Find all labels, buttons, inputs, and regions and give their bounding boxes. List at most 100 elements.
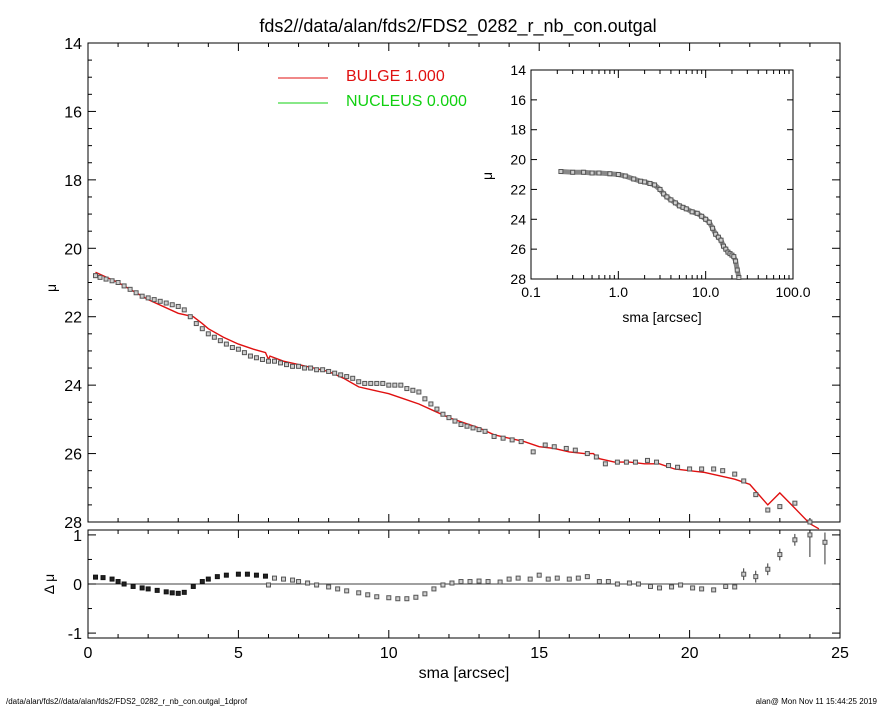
inset-profile-point [631, 176, 637, 182]
inset-profile-point [706, 219, 712, 225]
residual-point [262, 573, 268, 579]
profile-point [103, 276, 109, 282]
profile-point [368, 380, 374, 386]
profile-point [551, 444, 557, 450]
residual-point [235, 571, 241, 577]
profile-point [241, 350, 247, 356]
footer-file-path: /data/alan/fds2//data/alan/fds2/FDS2_028… [6, 697, 248, 706]
inset-profile-point [652, 182, 658, 188]
profile-point [344, 374, 350, 380]
inset-y-axis-label: μ [479, 172, 495, 180]
inset-profile-point [558, 169, 564, 175]
inset-profile-point [657, 186, 663, 192]
inset-profile-point [589, 170, 595, 176]
residual-point [314, 582, 320, 588]
profile-point [271, 358, 277, 364]
main-y-tick-label: 28 [64, 515, 82, 532]
inset-profile-point [734, 267, 740, 273]
profile-points [93, 273, 813, 525]
inset-profile-point [570, 169, 576, 175]
profile-point [741, 478, 747, 484]
residual-point [614, 581, 620, 587]
profile-point [169, 302, 175, 308]
residual-point [584, 574, 590, 580]
profile-point [623, 459, 629, 465]
inset-profile-point [689, 209, 695, 215]
residual-point [404, 596, 410, 602]
inset-x-tick-label: 10.0 [692, 284, 719, 300]
profile-point [632, 459, 638, 465]
profile-point [193, 321, 199, 327]
inset-y-tick-label: 28 [510, 271, 526, 287]
inset-x-tick-label: 0.1 [521, 284, 541, 300]
inset-profile-point [713, 231, 719, 237]
profile-point [93, 273, 99, 279]
residual-point [690, 585, 696, 591]
profile-point [326, 368, 332, 374]
residual-point [669, 584, 675, 590]
residual-point [536, 572, 542, 578]
residual-point [732, 584, 738, 590]
inset-profile-point [736, 275, 742, 281]
residual-point [190, 583, 196, 589]
inset-profile-point [703, 216, 709, 222]
profile-point [338, 372, 344, 378]
profile-point [675, 464, 681, 470]
profile-point [542, 442, 548, 448]
residual-point [93, 574, 99, 580]
profile-point [440, 411, 446, 417]
residual-point [100, 575, 106, 581]
profile-point [320, 367, 326, 373]
residual-x-tick-label: 25 [831, 645, 849, 662]
residual-point [271, 575, 277, 581]
profile-point [482, 428, 488, 434]
main-y-tick-label: 16 [64, 104, 82, 121]
residual-point [741, 571, 747, 577]
residual-point [458, 579, 464, 585]
inset-profile-point [699, 213, 705, 219]
profile-point [584, 451, 590, 457]
inset-profile-point [622, 173, 628, 179]
inset-profile-point [668, 197, 674, 203]
chart-title: fds2//data/alan/fds2/FDS2_0282_r_nb_con.… [259, 16, 656, 37]
main-panel: 14 16 18 20 22 24 26 28 μ BULGE 1.000 NUCLEUS 0… [43, 36, 841, 532]
profile-point [428, 401, 434, 407]
inset-axes: 14 16 18 20 22 24 26 280.1 1.0 10.0 100.0 [510, 62, 810, 300]
main-y-tick-label: 18 [64, 173, 82, 190]
bulge-line [95, 271, 820, 530]
residual-point [223, 572, 229, 578]
profile-point [491, 433, 497, 439]
inset-profile-point [615, 172, 621, 177]
residual-point [395, 596, 401, 602]
residual-point [506, 576, 512, 582]
profile-point [563, 445, 569, 451]
profile-point [386, 382, 392, 388]
inset-y-tick-label: 22 [510, 181, 526, 197]
profile-point [374, 380, 380, 386]
residual-point [545, 576, 551, 582]
residual-x-tick-label: 10 [380, 645, 398, 662]
inset-y-tick-label: 14 [510, 62, 526, 78]
profile-point [464, 423, 470, 429]
profile-point [410, 387, 416, 393]
profile-point [223, 341, 229, 347]
profile-point [530, 449, 536, 455]
profile-point [392, 382, 398, 388]
profile-point [518, 439, 524, 445]
residual-point [575, 575, 581, 581]
profile-point [265, 358, 271, 364]
inset-x-axis-label: sma [arcsec] [622, 309, 701, 325]
profile-point [398, 382, 404, 388]
inset-profile-point [661, 191, 667, 197]
profile-point [476, 427, 482, 433]
profile-point [666, 463, 672, 469]
profile-point [458, 421, 464, 427]
residual-point [121, 581, 127, 587]
residual-point [130, 583, 136, 589]
residual-point [356, 590, 362, 596]
residual-point [431, 586, 437, 592]
inset-y-tick-label: 16 [510, 92, 526, 108]
residual-point [214, 574, 220, 580]
residual-y-tick-label: -1 [68, 626, 82, 643]
inset-profile-point [710, 225, 716, 231]
